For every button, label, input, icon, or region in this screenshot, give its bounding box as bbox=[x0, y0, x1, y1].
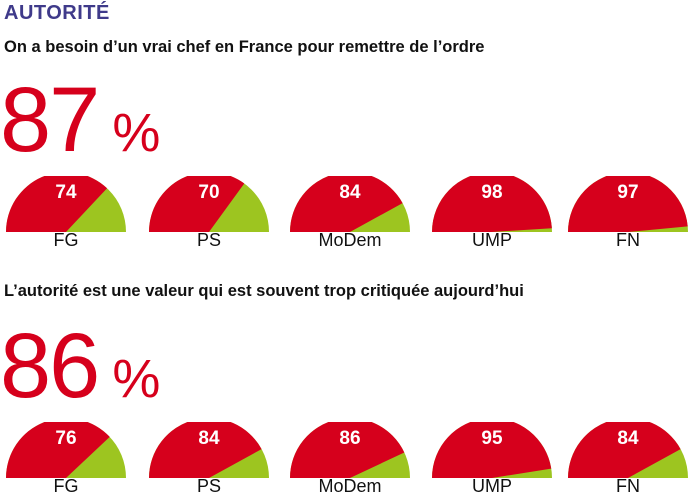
gauge-value-slice bbox=[149, 422, 262, 478]
gauge-value-slice bbox=[432, 176, 552, 232]
gauge-fg: 74 FG bbox=[4, 176, 128, 250]
gauge-party-label: FG bbox=[53, 230, 79, 250]
gauge-party-label: FG bbox=[53, 476, 79, 496]
gauge-ps: 84 PS bbox=[147, 422, 271, 496]
gauge-value-label: 97 bbox=[617, 182, 639, 203]
gauge-modem: 84 MoDem bbox=[288, 176, 412, 250]
overall-percentage-2: 86% bbox=[0, 320, 160, 412]
gauge-party-label: PS bbox=[196, 476, 221, 496]
gauge-value-slice bbox=[290, 422, 405, 478]
overall-unit-2: % bbox=[112, 349, 161, 409]
gauge-value-label: 84 bbox=[198, 428, 220, 449]
gauge-fn: 97 FN bbox=[566, 176, 688, 250]
gauge-party-label: UMP bbox=[472, 476, 512, 496]
gauge-value-slice bbox=[6, 176, 108, 232]
gauge-value-label: 84 bbox=[617, 428, 639, 449]
gauge-value-label: 86 bbox=[339, 428, 361, 449]
gauge-value-label: 98 bbox=[481, 182, 503, 203]
gauge-value-label: 76 bbox=[55, 428, 77, 449]
gauge-ump: 95 UMP bbox=[430, 422, 554, 496]
gauge-fg: 76 FG bbox=[4, 422, 128, 496]
gauge-ump: 98 UMP bbox=[430, 176, 554, 250]
overall-percentage-1: 87% bbox=[0, 74, 160, 166]
gauge-modem: 86 MoDem bbox=[288, 422, 412, 496]
gauge-value-slice bbox=[432, 422, 552, 478]
overall-unit-1: % bbox=[112, 103, 161, 163]
gauge-party-label: FN bbox=[616, 230, 640, 250]
page-title: AUTORITÉ bbox=[4, 2, 110, 24]
gauge-party-label: MoDem bbox=[318, 230, 382, 250]
gauge-party-label: FN bbox=[616, 476, 640, 496]
gauge-value-label: 74 bbox=[55, 182, 77, 203]
gauge-value-slice bbox=[568, 422, 681, 478]
gauge-party-label: PS bbox=[196, 230, 221, 250]
gauge-party-label: MoDem bbox=[318, 476, 382, 496]
gauge-value-label: 84 bbox=[339, 182, 361, 203]
overall-value-1: 87 bbox=[0, 69, 100, 171]
gauge-fn: 84 FN bbox=[566, 422, 688, 496]
question-2: L’autorité est une valeur qui est souven… bbox=[4, 282, 524, 300]
question-1: On a besoin d’un vrai chef en France pou… bbox=[4, 38, 485, 56]
gauge-value-label: 70 bbox=[198, 182, 220, 203]
gauge-party-label: UMP bbox=[472, 230, 512, 250]
gauge-value-slice bbox=[568, 176, 688, 232]
gauge-value-label: 95 bbox=[481, 428, 503, 449]
gauge-ps: 70 PS bbox=[147, 176, 271, 250]
gauge-value-slice bbox=[290, 176, 403, 232]
gauge-value-slice bbox=[149, 176, 245, 232]
gauge-value-slice bbox=[6, 422, 110, 478]
overall-value-2: 86 bbox=[0, 315, 100, 417]
